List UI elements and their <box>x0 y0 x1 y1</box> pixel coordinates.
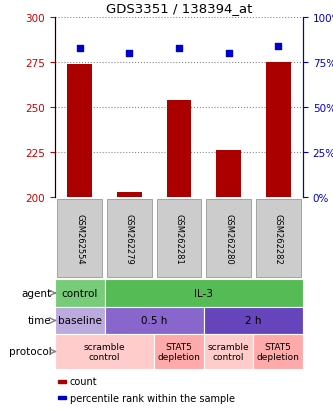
Bar <box>166 100 191 197</box>
Text: GSM262279: GSM262279 <box>125 213 134 264</box>
FancyBboxPatch shape <box>204 307 303 334</box>
FancyBboxPatch shape <box>154 334 204 369</box>
Point <box>176 45 182 52</box>
Bar <box>216 151 241 197</box>
Text: STAT5
depletion: STAT5 depletion <box>158 342 200 361</box>
Bar <box>67 65 92 197</box>
FancyBboxPatch shape <box>58 380 66 383</box>
FancyBboxPatch shape <box>55 334 154 369</box>
Title: GDS3351 / 138394_at: GDS3351 / 138394_at <box>106 2 252 15</box>
Bar <box>266 63 291 197</box>
FancyBboxPatch shape <box>105 279 303 307</box>
Text: scramble
control: scramble control <box>84 342 126 361</box>
FancyBboxPatch shape <box>55 279 105 307</box>
Text: GSM262554: GSM262554 <box>75 213 84 263</box>
Text: GSM262280: GSM262280 <box>224 213 233 264</box>
Text: control: control <box>62 288 98 298</box>
Text: time: time <box>28 316 52 326</box>
Text: GSM262282: GSM262282 <box>274 213 283 264</box>
FancyBboxPatch shape <box>55 307 105 334</box>
Text: agent: agent <box>22 288 52 298</box>
Bar <box>117 192 142 197</box>
Text: 0.5 h: 0.5 h <box>141 316 167 326</box>
Text: IL-3: IL-3 <box>194 288 213 298</box>
FancyBboxPatch shape <box>253 334 303 369</box>
Text: protocol: protocol <box>9 347 52 357</box>
Text: 2 h: 2 h <box>245 316 262 326</box>
Text: baseline: baseline <box>58 316 102 326</box>
Text: count: count <box>70 376 98 387</box>
Text: percentile rank within the sample: percentile rank within the sample <box>70 393 235 403</box>
FancyBboxPatch shape <box>204 334 253 369</box>
FancyBboxPatch shape <box>157 199 201 278</box>
FancyBboxPatch shape <box>256 199 300 278</box>
FancyBboxPatch shape <box>107 199 152 278</box>
FancyBboxPatch shape <box>58 199 102 278</box>
FancyBboxPatch shape <box>206 199 251 278</box>
Point <box>226 50 231 57</box>
FancyBboxPatch shape <box>105 307 204 334</box>
Point <box>275 43 281 50</box>
Text: scramble
control: scramble control <box>208 342 249 361</box>
Point <box>127 50 132 57</box>
FancyBboxPatch shape <box>58 396 66 399</box>
Text: GSM262281: GSM262281 <box>174 213 183 264</box>
Text: STAT5
depletion: STAT5 depletion <box>257 342 300 361</box>
Point <box>77 45 83 52</box>
